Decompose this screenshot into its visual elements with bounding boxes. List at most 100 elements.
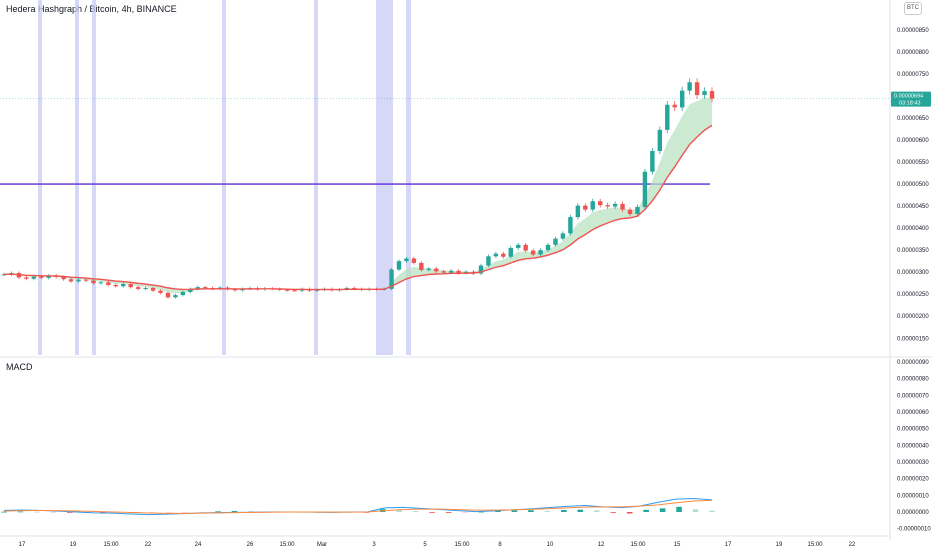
time-tick-label: 3 (372, 542, 376, 548)
price-tick-label: 0.00000300 (897, 270, 929, 276)
macd-histogram-bar (445, 512, 452, 513)
candle-up (493, 253, 499, 257)
candle-up (545, 244, 551, 251)
macd-histogram-bar (709, 510, 715, 512)
macd-tick-label: 0.00000000 (897, 510, 929, 516)
time-tick-label: 26 (247, 542, 254, 548)
macd-tick-label: 0.00000010 (897, 493, 929, 499)
candle-down (583, 205, 588, 210)
macd-histogram-bar (34, 511, 40, 513)
macd-histogram-bar (462, 512, 468, 513)
candle-up (642, 171, 648, 207)
candle-up (448, 270, 454, 273)
candle-up (389, 269, 394, 289)
macd-histogram-bar (248, 511, 254, 512)
signal-line (3, 499, 713, 514)
time-tick-label: 22 (849, 542, 856, 548)
time-tick-label: 22 (145, 542, 152, 548)
price-tick-label: 0.00000450 (897, 204, 929, 210)
macd-tick-label: 0.00000090 (897, 360, 929, 366)
time-tick-label: 15:00 (279, 542, 295, 548)
current-price-tag (891, 91, 931, 107)
candle-down (68, 279, 74, 282)
macd-histogram-bar (182, 512, 188, 513)
macd-tick-label: 0.00000070 (897, 393, 929, 399)
candle-down (605, 205, 610, 207)
time-tick-label: 17 (725, 542, 732, 548)
candle-down (694, 82, 700, 96)
candle-up (560, 233, 566, 239)
macd-tick-label: 0.00000080 (897, 377, 929, 383)
candle-up (31, 276, 37, 279)
session-highlight-band (314, 0, 318, 355)
candle-up (76, 279, 81, 282)
candle-up (98, 282, 104, 284)
candle-down (83, 279, 89, 281)
candle-up (478, 265, 484, 274)
candle-up (650, 150, 655, 172)
price-tick-label: 0.00000250 (897, 292, 929, 298)
candle-down (523, 244, 528, 251)
macd-histogram-bar (67, 512, 73, 513)
candle-down (530, 250, 536, 255)
price-tick-label: 0.00000200 (897, 314, 929, 320)
candle-down (61, 277, 66, 280)
candle-down (203, 287, 208, 289)
price-tick-label: 0.00000400 (897, 226, 929, 232)
macd-histogram-bar (149, 512, 155, 513)
candle-up (1, 274, 7, 276)
candle-up (612, 203, 618, 207)
candle-up (314, 289, 320, 291)
candle-up (188, 288, 193, 292)
candle-down (292, 290, 297, 292)
candle-down (232, 289, 238, 291)
macd-histogram-bar (396, 510, 402, 512)
macd-histogram-bar (676, 506, 682, 512)
macd-histogram-bar (215, 511, 221, 513)
candle-up (575, 205, 581, 218)
price-tick-label: 0.00000550 (897, 160, 929, 166)
candle-up (121, 284, 126, 287)
macd-histogram-bar (692, 509, 699, 512)
time-tick-label: 19 (776, 542, 783, 548)
candle-down (352, 288, 357, 290)
price-tick-label: 0.00000350 (897, 248, 929, 254)
candle-down (24, 277, 29, 279)
macd-histogram-bar (478, 511, 485, 513)
candle-up (568, 217, 573, 234)
macd-histogram-bar (544, 510, 551, 512)
time-tick-label: 17 (19, 542, 26, 548)
candle-up (516, 244, 521, 248)
macd-histogram-bar (495, 511, 501, 512)
chart-title: Hedera Hashgraph / Bitcoin, 4h, BINANCE (6, 4, 177, 14)
price-tick-label: 0.00000850 (897, 28, 929, 34)
candle-down (135, 287, 141, 289)
candle-up (143, 288, 148, 290)
candle-down (598, 201, 603, 206)
candle-up (657, 129, 663, 151)
countdown-timer: 03:18:43 (899, 101, 920, 107)
macd-histogram-bar (1, 511, 7, 513)
current-price-value: 0.00000694 (894, 94, 923, 100)
time-tick-label: 12 (598, 542, 605, 548)
candle-up (590, 201, 595, 210)
candle-down (627, 209, 633, 215)
currency-button[interactable]: BTC (904, 2, 922, 15)
time-tick-label: 15:00 (630, 542, 646, 548)
candle-up (180, 291, 186, 296)
candle-down (113, 284, 118, 287)
candle-up (404, 258, 409, 262)
candle-up (702, 91, 707, 96)
macd-histogram-bar (528, 510, 534, 512)
macd-histogram-bar (198, 512, 205, 513)
time-tick-label: 15 (674, 542, 681, 548)
time-tick-label: 15:00 (103, 542, 119, 548)
price-tick-label: 0.00000750 (897, 72, 929, 78)
session-highlight-band (222, 0, 226, 355)
candle-down (106, 282, 111, 285)
time-tick-label: 10 (547, 542, 554, 548)
candle-down (419, 262, 424, 270)
macd-histogram-bar (659, 508, 666, 512)
time-tick-label: 19 (70, 542, 77, 548)
